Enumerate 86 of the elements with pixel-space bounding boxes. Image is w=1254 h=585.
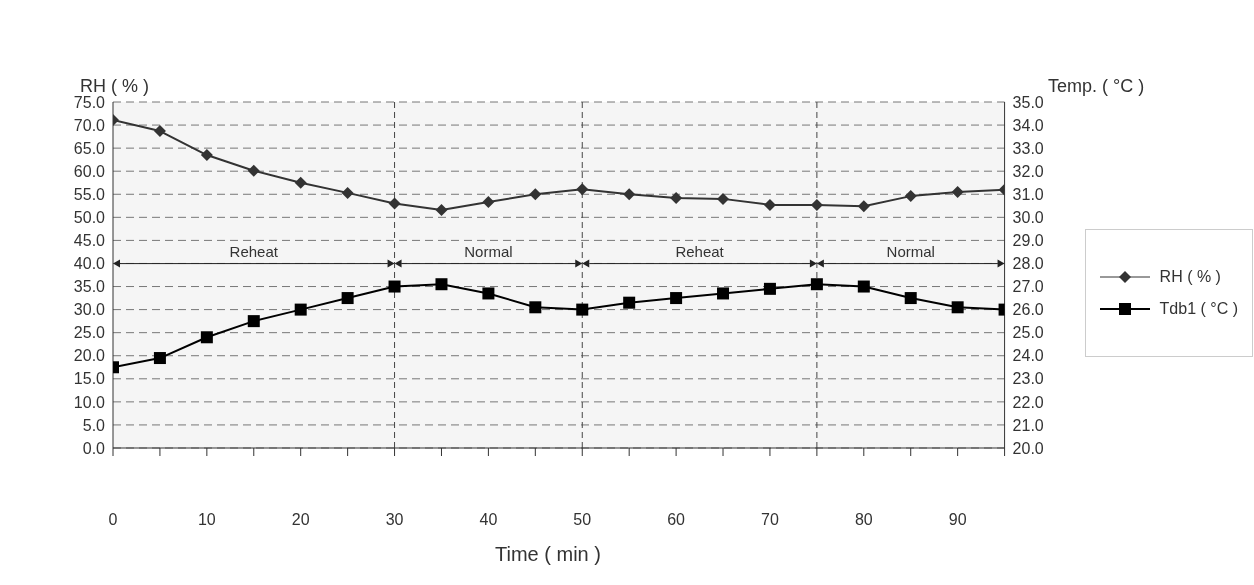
point	[153, 125, 166, 138]
point	[763, 198, 776, 211]
point	[717, 192, 730, 205]
y-tick-label: 55.0	[73, 185, 106, 203]
y2-tick-label: 34.0	[1012, 116, 1044, 134]
x-tick-label: 0	[108, 511, 118, 529]
y-tick-label: 25.0	[73, 324, 106, 342]
y2-axis-title: Temp. ( °C )	[1048, 76, 1145, 97]
y2-tick-label: 33.0	[1012, 139, 1044, 157]
point	[341, 186, 354, 199]
point	[576, 183, 589, 196]
y2-tick-label: 26.0	[1012, 301, 1044, 319]
point	[388, 197, 401, 210]
annotation: Normal	[886, 242, 935, 260]
y2-tick-label: 20.0	[1012, 439, 1044, 457]
point	[623, 188, 636, 201]
annotation: Normal	[464, 242, 513, 260]
y-tick-label: 0.0	[82, 439, 106, 457]
point	[670, 191, 683, 204]
point	[247, 164, 260, 177]
point	[294, 303, 307, 316]
legend-label: RH ( % )	[1159, 268, 1221, 286]
y-axis-title: RH ( % )	[80, 76, 149, 96]
point	[951, 185, 964, 198]
y2-tick-label: 28.0	[1012, 255, 1044, 273]
point	[435, 203, 448, 216]
point	[763, 282, 776, 295]
y-tick-label: 20.0	[73, 347, 106, 365]
y-tick-label: 65.0	[73, 139, 106, 157]
y-tick-label: 40.0	[73, 255, 106, 273]
y-tick-label: 10.0	[73, 393, 106, 411]
point	[200, 331, 213, 344]
annotation: Reheat	[675, 242, 725, 260]
y-tick-label: 30.0	[73, 301, 106, 319]
y-tick-label: 70.0	[73, 116, 106, 134]
point	[857, 280, 870, 293]
x-tick-label: 10	[197, 511, 216, 529]
point	[810, 278, 823, 291]
point	[529, 188, 542, 201]
x-tick-label: 30	[385, 511, 404, 529]
point	[200, 149, 213, 162]
point	[341, 292, 354, 305]
point	[857, 200, 870, 213]
point	[388, 280, 401, 293]
x-axis-title: Time ( min )	[494, 543, 602, 566]
point	[951, 301, 964, 314]
x-tick-label: 80	[854, 511, 873, 529]
point	[904, 190, 917, 203]
y2-tick-label: 22.0	[1012, 393, 1044, 411]
y-tick-label: 5.0	[82, 416, 106, 434]
y2-tick-label: 24.0	[1012, 347, 1044, 365]
annotation: Reheat	[229, 242, 279, 260]
y-tick-label: 50.0	[73, 209, 106, 227]
y2-tick-label: 35.0	[1012, 93, 1044, 111]
y2-tick-label: 29.0	[1012, 232, 1044, 250]
point	[294, 176, 307, 189]
y-tick-label: 45.0	[73, 232, 106, 250]
x-tick-label: 90	[948, 511, 967, 529]
point	[153, 352, 166, 365]
point	[576, 303, 589, 316]
point	[670, 292, 683, 305]
x-tick-label: 60	[667, 511, 686, 529]
x-tick-label: 50	[573, 511, 592, 529]
y2-tick-label: 27.0	[1012, 278, 1044, 296]
y-tick-label: 60.0	[73, 162, 106, 180]
x-tick-label: 40	[479, 511, 498, 529]
y2-tick-label: 32.0	[1012, 162, 1044, 180]
point	[435, 278, 448, 291]
y2-tick-label: 21.0	[1012, 416, 1044, 434]
point	[623, 296, 636, 309]
x-tick-label: 20	[291, 511, 310, 529]
point	[482, 196, 495, 209]
y-tick-label: 75.0	[73, 93, 106, 111]
y2-tick-label: 30.0	[1012, 209, 1044, 227]
y-tick-label: 35.0	[73, 278, 106, 296]
point	[904, 292, 917, 305]
point	[529, 301, 542, 314]
y2-tick-label: 25.0	[1012, 324, 1044, 342]
point	[717, 287, 730, 300]
point	[482, 287, 495, 300]
y-tick-label: 15.0	[73, 370, 106, 388]
point	[247, 315, 260, 328]
x-tick-label: 70	[761, 511, 779, 529]
y2-tick-label: 23.0	[1012, 370, 1044, 388]
y2-tick-label: 31.0	[1012, 185, 1044, 203]
legend-label: Tdb1 ( °C )	[1159, 300, 1238, 318]
